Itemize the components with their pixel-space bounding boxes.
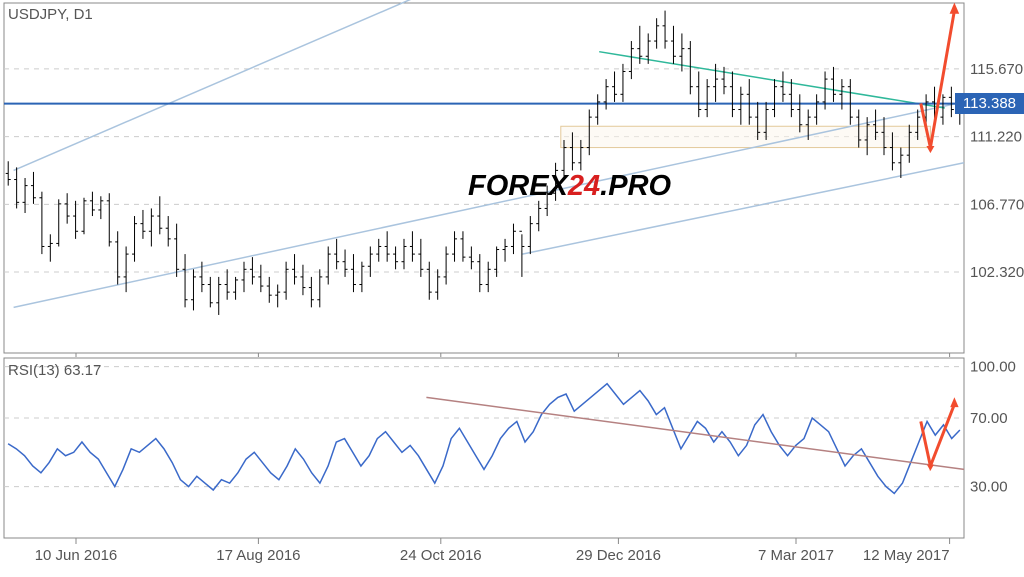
- svg-text:100.00: 100.00: [970, 359, 1016, 376]
- current-price-tag: 113.388: [955, 93, 1024, 114]
- svg-text:115.670: 115.670: [970, 61, 1023, 78]
- svg-text:24 Oct 2016: 24 Oct 2016: [400, 547, 482, 564]
- svg-text:102.320: 102.320: [970, 264, 1024, 281]
- watermark-part2: 24: [568, 170, 600, 202]
- svg-text:111.220: 111.220: [970, 129, 1022, 146]
- watermark-logo: FOREX24.PRO: [468, 170, 671, 203]
- chart-container: USDJPY, D1 RSI(13) 63.17 113.388 FOREX24…: [0, 0, 1024, 577]
- svg-text:30.00: 30.00: [970, 479, 1008, 496]
- watermark-part1: FOREX: [468, 170, 568, 202]
- svg-text:106.770: 106.770: [970, 196, 1024, 213]
- watermark-part3: .PRO: [600, 170, 671, 202]
- svg-text:7 Mar 2017: 7 Mar 2017: [758, 547, 834, 564]
- price-chart-title: USDJPY, D1: [8, 6, 93, 23]
- rsi-chart-title: RSI(13) 63.17: [8, 362, 101, 379]
- svg-text:17 Aug 2016: 17 Aug 2016: [216, 547, 300, 564]
- svg-text:70.00: 70.00: [970, 410, 1008, 427]
- svg-text:29 Dec 2016: 29 Dec 2016: [576, 547, 661, 564]
- svg-text:10 Jun 2016: 10 Jun 2016: [35, 547, 118, 564]
- chart-svg[interactable]: 115.670 111.220 106.770 102.320 100.00 70.00 3…: [0, 0, 1024, 577]
- svg-text:12 May 2017: 12 May 2017: [863, 547, 950, 564]
